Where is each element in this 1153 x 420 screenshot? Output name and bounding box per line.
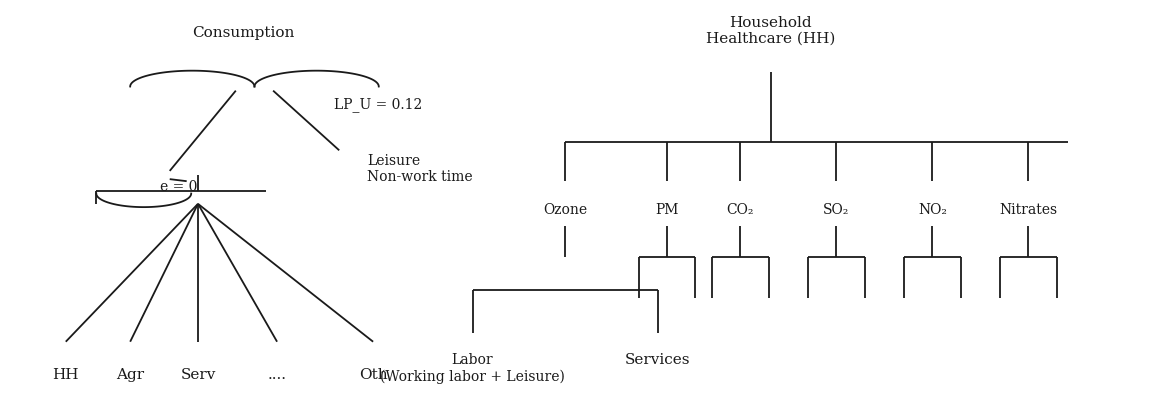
Text: Nitrates: Nitrates bbox=[1000, 203, 1057, 217]
Text: CO₂: CO₂ bbox=[726, 203, 754, 217]
Text: e = 0: e = 0 bbox=[160, 180, 197, 194]
Text: Serv: Serv bbox=[180, 368, 216, 382]
Text: NO₂: NO₂ bbox=[918, 203, 947, 217]
Text: Ozone: Ozone bbox=[543, 203, 587, 217]
Text: PM: PM bbox=[655, 203, 679, 217]
Text: HH: HH bbox=[53, 368, 80, 382]
Text: Oth: Oth bbox=[359, 368, 387, 382]
Text: Labor
(Working labor + Leisure): Labor (Working labor + Leisure) bbox=[380, 353, 565, 384]
Text: ....: .... bbox=[267, 368, 287, 382]
Text: Agr: Agr bbox=[116, 368, 144, 382]
Text: Consumption: Consumption bbox=[193, 26, 294, 40]
Text: Leisure
Non-work time: Leisure Non-work time bbox=[368, 154, 473, 184]
Text: SO₂: SO₂ bbox=[823, 203, 850, 217]
Text: Services: Services bbox=[625, 353, 691, 367]
Text: Household
Healthcare (HH): Household Healthcare (HH) bbox=[706, 16, 836, 46]
Text: LP_U = 0.12: LP_U = 0.12 bbox=[333, 97, 422, 113]
